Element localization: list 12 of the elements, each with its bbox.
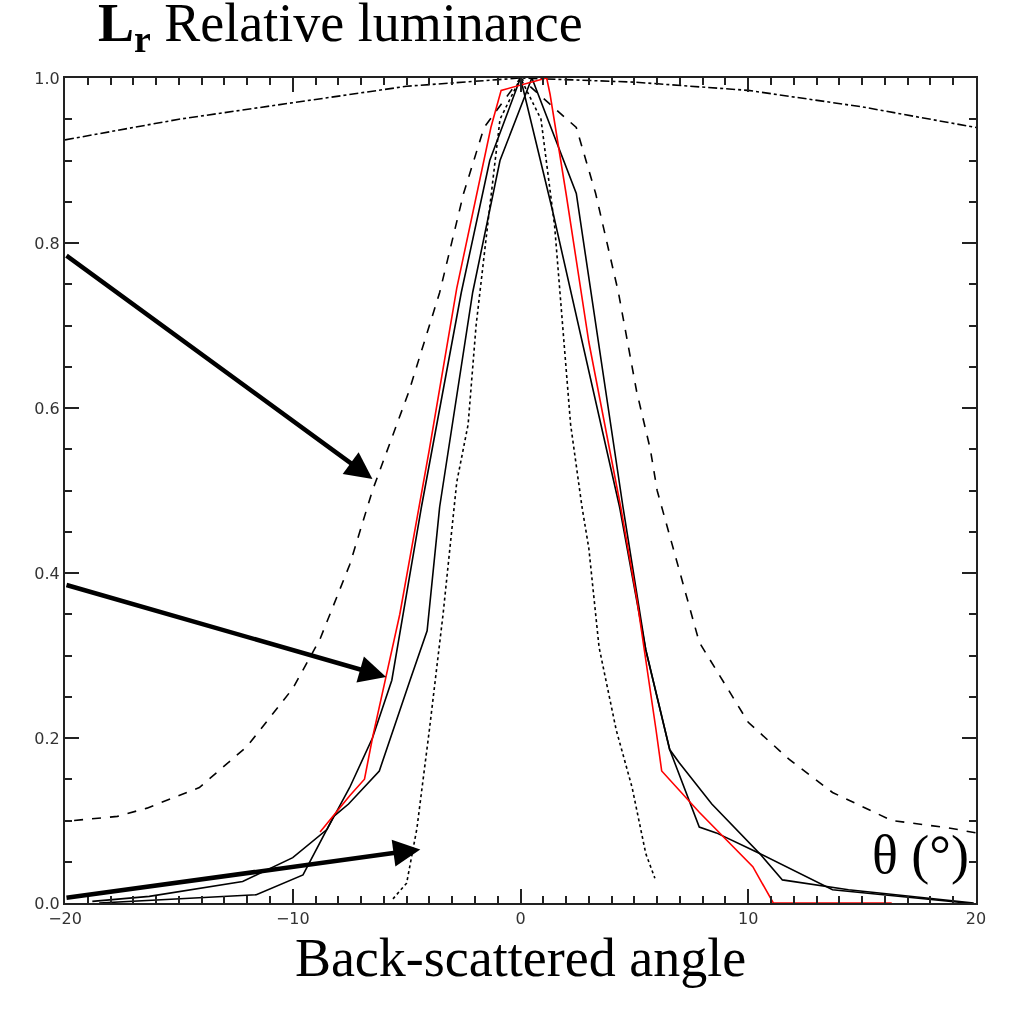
x-axis-title: Back-scattered angle bbox=[294, 928, 747, 989]
x-tick-label: 0 bbox=[515, 909, 526, 929]
x-tick-label: 20 bbox=[965, 909, 987, 929]
y-tick-label: 1.0 bbox=[34, 68, 60, 88]
y-tick-label: 0.8 bbox=[34, 233, 60, 253]
y-tick-label: 0.6 bbox=[34, 398, 60, 418]
annotation: θ (°) bbox=[872, 825, 969, 885]
x-tick-label: −10 bbox=[275, 909, 310, 929]
x-tick-label: 10 bbox=[738, 909, 759, 929]
y-tick-label: 0.2 bbox=[34, 728, 60, 748]
y-tick-label: 0.4 bbox=[34, 563, 60, 583]
chart-title: L$_{r}$ Relative luminance bbox=[98, 0, 583, 61]
